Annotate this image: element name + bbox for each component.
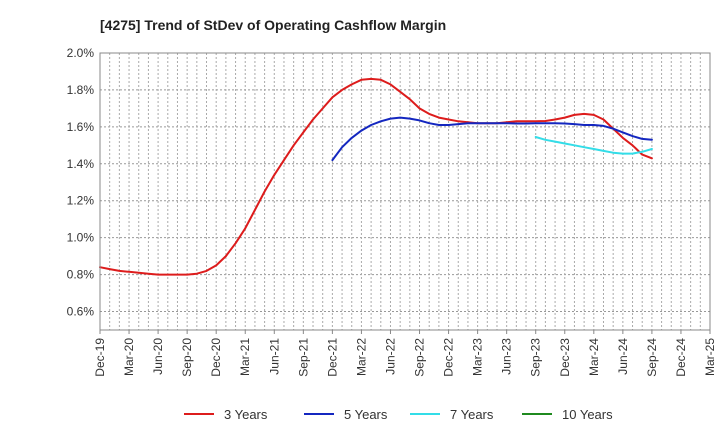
y-tick-label: 1.4% xyxy=(67,157,95,171)
x-tick-label: Jun-22 xyxy=(383,338,397,375)
x-tick-label: Dec-24 xyxy=(674,338,688,377)
x-tick-label: Sep-21 xyxy=(296,338,310,377)
x-tick-label: Mar-21 xyxy=(238,338,252,376)
x-tick-label: Mar-22 xyxy=(354,338,368,376)
x-tick-label: Dec-19 xyxy=(93,338,107,377)
x-tick-label: Jun-21 xyxy=(267,338,281,375)
x-tick-label: Dec-20 xyxy=(209,338,223,377)
grid xyxy=(99,52,711,330)
y-tick-label: 1.0% xyxy=(67,231,95,245)
x-tick-label: Sep-22 xyxy=(413,338,427,377)
legend-label: 5 Years xyxy=(344,407,388,422)
y-tick-label: 1.8% xyxy=(67,83,95,97)
x-tick-label: Mar-23 xyxy=(471,338,485,376)
x-tick-label: Jun-23 xyxy=(500,338,514,375)
x-tick-label: Dec-21 xyxy=(325,338,339,377)
chart-title: [4275] Trend of StDev of Operating Cashf… xyxy=(100,17,446,33)
legend-label: 3 Years xyxy=(224,407,268,422)
series-line-3-years xyxy=(99,77,653,276)
y-axis: 0.6% 0.8% 1.0% 1.2% 1.4% 1.6% 1.8% 2.0% xyxy=(67,46,95,319)
y-tick-label: 1.6% xyxy=(67,120,95,134)
x-axis: Dec-19 Mar-20 Jun-20 Sep-20 Dec-20 Mar-21 Jun-… xyxy=(93,330,717,377)
series-line-7-years xyxy=(534,136,653,155)
x-tick-label: Mar-25 xyxy=(703,338,717,376)
x-tick-label: Jun-24 xyxy=(616,338,630,375)
y-tick-label: 2.0% xyxy=(67,46,95,60)
plot-area xyxy=(99,52,711,331)
x-tick-label: Sep-23 xyxy=(529,338,543,377)
y-tick-label: 1.2% xyxy=(67,194,95,208)
series-line-5-years xyxy=(331,116,653,162)
x-tick-label: Mar-24 xyxy=(587,338,601,376)
x-tick-label: Dec-23 xyxy=(558,338,572,377)
y-tick-label: 0.6% xyxy=(67,305,95,319)
series-group xyxy=(99,77,653,276)
legend-label: 10 Years xyxy=(562,407,613,422)
x-tick-label: Mar-20 xyxy=(122,338,136,376)
y-tick-label: 0.8% xyxy=(67,268,95,282)
legend-label: 7 Years xyxy=(450,407,494,422)
legend: 3 Years 5 Years 7 Years 10 Years xyxy=(184,407,613,422)
x-tick-label: Jun-20 xyxy=(151,338,165,375)
x-tick-label: Sep-24 xyxy=(645,338,659,377)
x-tick-label: Dec-22 xyxy=(442,338,456,377)
x-tick-label: Sep-20 xyxy=(180,338,194,377)
